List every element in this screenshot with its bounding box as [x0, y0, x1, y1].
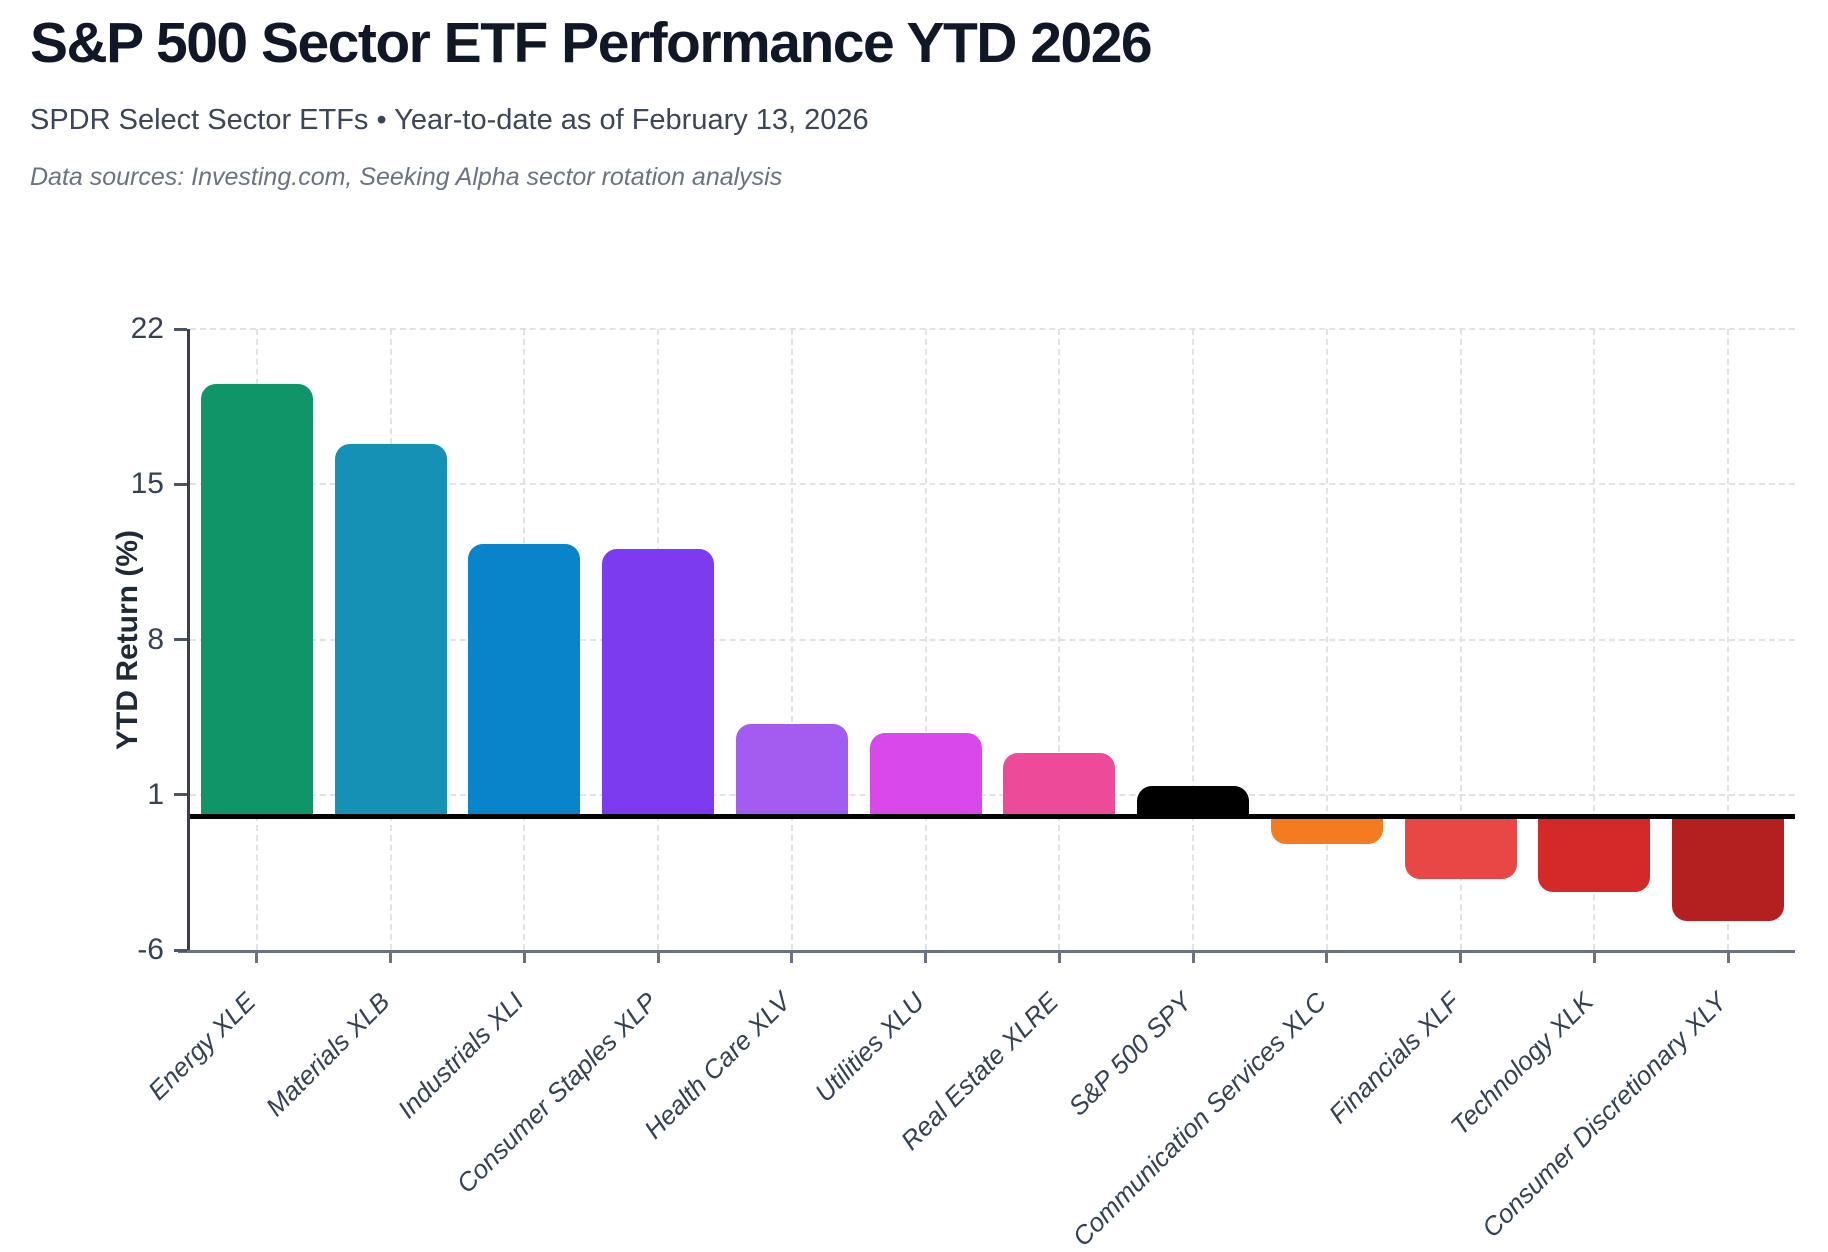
x-tick-mark — [656, 950, 660, 963]
x-tick-mark — [522, 950, 526, 963]
x-tick-label: Technology XLK — [1444, 986, 1599, 1141]
y-tick-label: 22 — [130, 312, 164, 345]
y-tick-mark — [174, 948, 187, 952]
y-tick-label: 15 — [130, 467, 164, 501]
bar-xlv — [735, 723, 848, 817]
horizontal-gridline — [190, 483, 1795, 486]
y-tick-label: 8 — [147, 622, 164, 656]
bar-xlc — [1270, 816, 1383, 844]
y-tick-mark — [174, 793, 187, 797]
bar-xli — [468, 544, 581, 817]
x-tick-label: Energy XLE — [142, 986, 262, 1106]
bar-xlp — [602, 548, 715, 817]
x-axis-line — [178, 950, 1795, 953]
x-tick-mark — [1459, 950, 1463, 963]
bar-xle — [200, 384, 313, 817]
x-tick-mark — [1592, 950, 1596, 963]
x-tick-label: Communication Services XLC — [1066, 986, 1332, 1252]
x-tick-mark — [1726, 950, 1730, 963]
x-tick-label: Industrials XLI — [391, 986, 529, 1125]
x-tick-label: S&P 500 SPY — [1062, 986, 1198, 1122]
data-sources-note: Data sources: Investing.com, Seeking Alp… — [30, 163, 783, 191]
bar-xlre — [1003, 752, 1116, 817]
x-tick-mark — [389, 950, 393, 963]
y-tick-label: -6 — [137, 933, 164, 966]
x-tick-label: Health Care XLV — [638, 986, 797, 1145]
x-tick-mark — [1191, 950, 1195, 963]
y-axis-line — [187, 329, 190, 950]
y-tick-mark — [174, 482, 187, 486]
bar-xlu — [869, 732, 982, 817]
x-tick-mark — [1057, 950, 1061, 963]
chart-subtitle: SPDR Select Sector ETFs • Year-to-date a… — [30, 104, 869, 136]
plot-area: YTD Return (%) 22 15 8 1 -6 Energy XLE Materia… — [111, 314, 1795, 1252]
x-tick-mark — [790, 950, 794, 963]
bar-xly — [1672, 816, 1785, 922]
y-tick-mark — [174, 638, 187, 641]
bar-xlb — [334, 444, 447, 817]
sector-etf-bar-chart: S&P 500 Sector ETF Performance YTD 2026 … — [30, 11, 1795, 1252]
x-tick-label: Financials XLF — [1322, 986, 1466, 1130]
bar-xlk — [1538, 816, 1651, 893]
zero-baseline — [190, 814, 1795, 820]
chart-title: S&P 500 Sector ETF Performance YTD 2026 — [30, 11, 1153, 75]
horizontal-gridline — [190, 793, 1795, 796]
x-tick-label: Materials XLB — [259, 986, 396, 1123]
x-tick-label: Utilities XLU — [808, 986, 931, 1108]
horizontal-gridline — [190, 638, 1795, 641]
y-tick-mark — [174, 327, 187, 331]
bar-xlf — [1404, 816, 1517, 880]
horizontal-gridline — [190, 328, 1795, 330]
x-tick-label: Consumer Discretionary XLY — [1476, 986, 1733, 1243]
bar-spy — [1137, 785, 1250, 817]
x-tick-mark — [255, 950, 259, 963]
y-tick-label: 1 — [147, 777, 164, 811]
x-tick-mark — [924, 950, 928, 963]
x-tick-mark — [1325, 950, 1329, 963]
